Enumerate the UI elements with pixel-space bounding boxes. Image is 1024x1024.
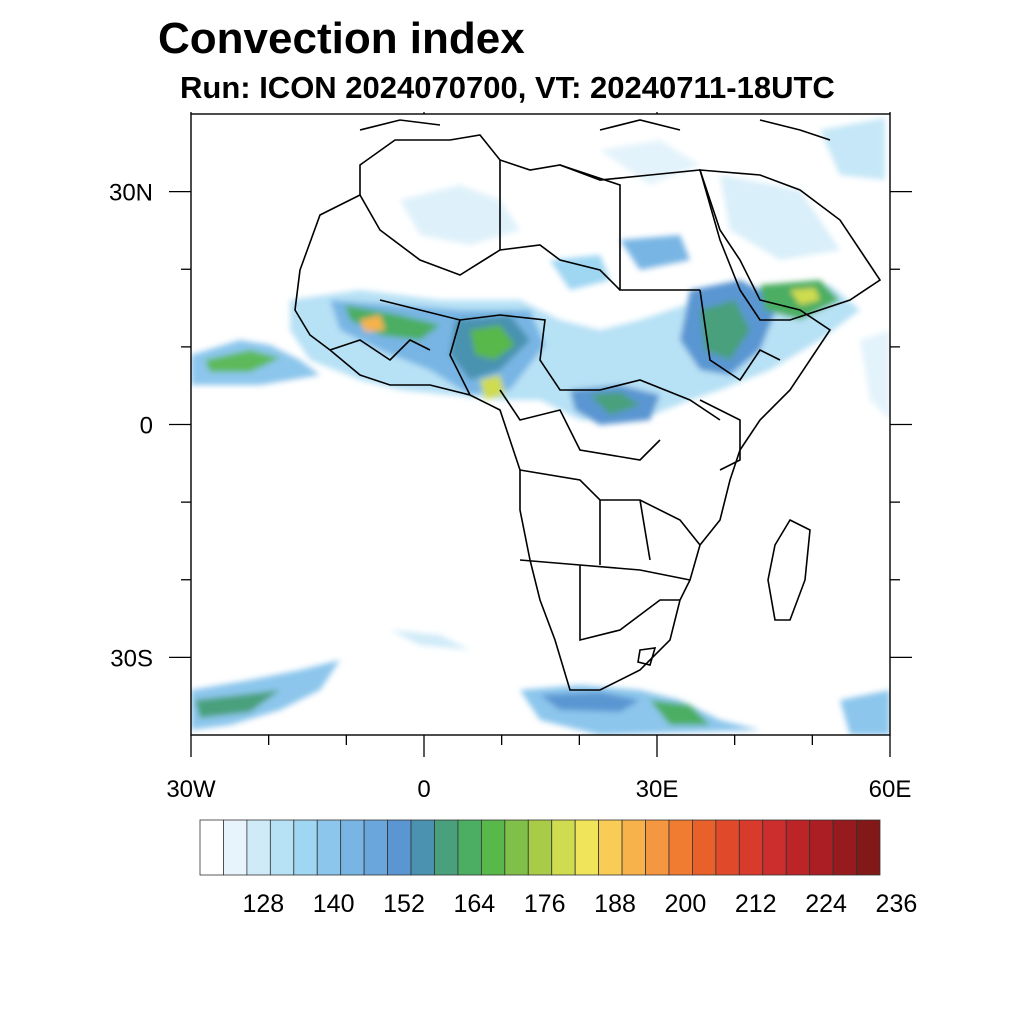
colorbar-swatch bbox=[363, 819, 388, 876]
colorbar-swatch bbox=[692, 819, 717, 876]
colorbar-swatch bbox=[574, 819, 600, 876]
x-tick-label: 30W bbox=[166, 776, 216, 803]
colorbar-swatch bbox=[856, 819, 881, 876]
colorbar-swatch bbox=[199, 819, 224, 876]
colorbar-swatch bbox=[785, 819, 811, 876]
colorbar-swatch bbox=[293, 819, 318, 876]
colorbar-label: 224 bbox=[805, 890, 847, 918]
colorbar-label: 176 bbox=[524, 890, 566, 918]
colorbar-swatch bbox=[410, 819, 435, 876]
colorbar-swatch bbox=[738, 819, 764, 876]
colorbar-label: 236 bbox=[876, 890, 918, 918]
colorbar-label: 152 bbox=[383, 890, 425, 918]
colorbar-swatch bbox=[340, 819, 365, 876]
colorbar-swatch bbox=[504, 819, 529, 876]
colorbar-swatch bbox=[668, 819, 693, 876]
colorbar-swatch bbox=[223, 819, 248, 876]
colorbar-swatch bbox=[457, 819, 482, 876]
colorbar-label: 200 bbox=[665, 890, 707, 918]
colorbar-swatch bbox=[645, 819, 670, 876]
colorbar-swatch bbox=[762, 819, 787, 876]
colorbar-swatch bbox=[832, 819, 857, 876]
convection-field bbox=[191, 118, 890, 735]
y-tick-label: 30N bbox=[109, 180, 153, 207]
colorbar-label: 164 bbox=[453, 890, 495, 918]
coastlines bbox=[294, 119, 882, 691]
x-tick-label: 60E bbox=[869, 776, 912, 803]
x-tick-label: 0 bbox=[417, 776, 430, 803]
axis-tick-labels: 30W 0 30E 60E 30N 0 30S bbox=[109, 180, 911, 803]
colorbar-swatch bbox=[551, 819, 576, 876]
map-title: Convection index bbox=[158, 14, 525, 63]
x-tick-label: 30E bbox=[636, 776, 679, 803]
colorbar-label: 140 bbox=[313, 890, 355, 918]
y-tick-label: 30S bbox=[110, 645, 153, 672]
colorbar-label: 188 bbox=[594, 890, 636, 918]
colorbar bbox=[199, 819, 881, 876]
axis-ticks bbox=[169, 112, 912, 757]
colorbar-swatch bbox=[480, 819, 506, 876]
colorbar-swatch bbox=[621, 819, 646, 876]
colorbar-swatch bbox=[715, 819, 740, 876]
map-subtitle: Run: ICON 2024070700, VT: 20240711-18UTC bbox=[180, 70, 835, 105]
colorbar-labels: 128 140 152 164 176 188 200 212 224 236 bbox=[242, 890, 917, 918]
colorbar-label: 212 bbox=[735, 890, 777, 918]
colorbar-swatch bbox=[598, 819, 623, 876]
colorbar-swatch bbox=[246, 819, 271, 876]
colorbar-swatch bbox=[809, 819, 834, 876]
y-tick-label: 0 bbox=[140, 413, 153, 440]
colorbar-swatch bbox=[387, 819, 412, 876]
colorbar-swatch bbox=[269, 819, 295, 876]
colorbar-swatch bbox=[316, 819, 342, 876]
colorbar-label: 128 bbox=[242, 890, 284, 918]
colorbar-swatch bbox=[527, 819, 553, 876]
colorbar-swatch bbox=[434, 819, 459, 876]
